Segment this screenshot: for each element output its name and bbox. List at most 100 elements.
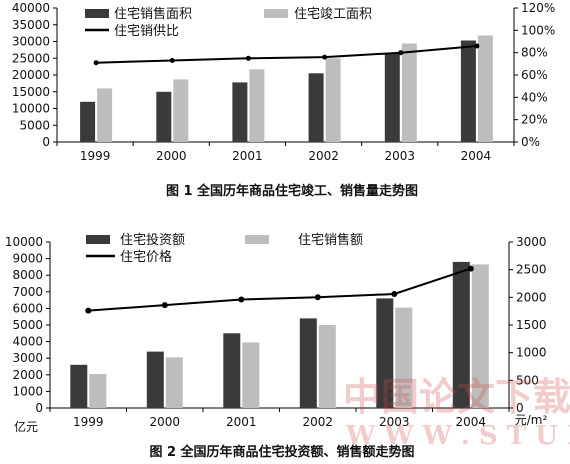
bar-b-2004 <box>471 264 489 408</box>
right-tick-label: 60% <box>521 68 548 82</box>
left-tick-label: 25000 <box>12 51 50 65</box>
right-tick-label: 100% <box>521 23 555 37</box>
line-point-2000 <box>169 58 175 63</box>
right-tick-label: 0 <box>516 401 524 415</box>
bar-a-2004 <box>460 40 476 142</box>
legend-label-completed-area: 住宅竣工面积 <box>294 7 372 22</box>
line-point-2000 <box>161 302 168 309</box>
bar-b-2000 <box>173 79 189 142</box>
bar-a-1999 <box>70 364 88 408</box>
left-tick-label: 30000 <box>12 35 50 49</box>
legend-swatch-sales-area <box>85 9 109 18</box>
legend-label-sales-amount: 住宅销售额 <box>298 232 363 248</box>
chart-2-category-labels: 1999 2000 2001 2002 2003 2004 <box>49 408 510 429</box>
chart-1-line-layer <box>93 43 480 66</box>
chart-1-caption: 图 1 全国历年商品住宅竣工、销售量走势图 <box>166 183 418 199</box>
right-tick-label: 2500 <box>516 263 547 277</box>
bar-b-2002 <box>318 325 336 408</box>
chart-1: 0 5000 10000 15000 20000 25000 30000 35000 40000… <box>12 1 556 199</box>
bar-a-2003 <box>376 298 394 408</box>
left-tick-label: 7000 <box>12 285 43 299</box>
right-tick-label: 500 <box>516 373 539 387</box>
category-label-2002: 2002 <box>308 149 339 163</box>
right-tick-label: 3000 <box>516 235 547 249</box>
left-tick-label: 15000 <box>12 85 50 99</box>
category-label-2001: 2001 <box>226 415 257 429</box>
left-tick-label: 35000 <box>12 18 50 32</box>
left-tick-label: 5000 <box>12 318 43 332</box>
right-tick-label: 1500 <box>516 318 547 332</box>
left-tick-label: 1000 <box>12 384 43 398</box>
category-label-2003: 2003 <box>385 149 416 163</box>
left-tick-label: 8000 <box>12 268 43 282</box>
legend-swatch-sales-amount <box>245 235 269 244</box>
category-label-2001: 2001 <box>232 149 263 163</box>
chart-1-legend: 住宅销售面积 住宅竣工面积 住宅销供比 <box>85 6 372 39</box>
right-tick-label: 40% <box>521 90 548 104</box>
right-tick-label: 2000 <box>516 290 547 304</box>
line-point-1999 <box>85 307 92 314</box>
left-tick-label: 20000 <box>12 68 50 82</box>
bar-a-2000 <box>146 351 164 408</box>
left-tick-label: 0 <box>35 401 43 415</box>
left-tick-label: 9000 <box>12 252 43 266</box>
left-tick-label: 4000 <box>12 335 43 349</box>
right-tick-label: 1000 <box>516 346 547 360</box>
chart-2-line-layer <box>85 265 474 314</box>
legend-label-ratio: 住宅销供比 <box>114 24 179 39</box>
chart-1-bars <box>80 35 493 143</box>
bar-b-2001 <box>249 69 265 142</box>
line-point-2001 <box>245 55 251 61</box>
chart-2-left-ticks: 0 1000 2000 3000 4000 5000 6000 7000 8000 9000 100… <box>5 235 50 415</box>
legend-swatch-investment <box>86 235 110 244</box>
bar-b-2003 <box>395 307 413 408</box>
category-label-2002: 2002 <box>303 415 334 429</box>
right-tick-label: 0% <box>521 135 540 149</box>
line-point-2004 <box>474 43 480 49</box>
line-point-2004 <box>467 265 474 272</box>
left-tick-label: 10000 <box>12 102 50 116</box>
bar-a-2000 <box>156 91 172 143</box>
bar-b-2000 <box>165 357 183 408</box>
line-point-2003 <box>391 291 398 297</box>
bar-b-2003 <box>401 43 417 142</box>
left-tick-label: 6000 <box>12 301 43 315</box>
line-point-2003 <box>398 50 404 56</box>
watermark: 中国论文下载 W W W . S T U D A . <box>343 374 570 451</box>
bar-a-2002 <box>299 318 317 408</box>
category-label-2000: 2000 <box>150 415 181 429</box>
category-label-2004: 2004 <box>461 149 492 163</box>
chart-1-category-labels: 1999 2000 2001 2002 2003 2004 <box>56 142 515 163</box>
legend-label-investment: 住宅投资额 <box>120 232 185 248</box>
right-axis-unit: 元/m² <box>515 413 548 427</box>
category-label-2003: 2003 <box>379 415 410 429</box>
left-axis-unit: 亿元 <box>14 419 38 434</box>
chart-1-left-ticks: 0 5000 10000 15000 20000 25000 30000 35000 40000 <box>12 1 57 149</box>
chart-2-legend: 住宅投资额 住宅销售额 住宅价格 <box>86 232 363 265</box>
bar-a-2002 <box>308 73 324 142</box>
bar-b-2002 <box>325 58 341 143</box>
watermark-cn: 中国论文下载 <box>343 374 570 419</box>
chart-2-right-ticks: 0 500 1000 1500 2000 2500 3000 <box>509 235 547 415</box>
legend-swatch-completed-area <box>264 9 288 18</box>
chart-2: 0100020003000400050006000700080009000100… <box>5 232 548 460</box>
bar-a-1999 <box>80 101 96 142</box>
series-line <box>96 45 477 64</box>
category-label-2000: 2000 <box>156 149 187 163</box>
left-tick-label: 2000 <box>12 368 43 382</box>
chart-2-caption: 图 2 全国历年商品住宅投资额、销售额走势图 <box>149 444 414 460</box>
category-label-1999: 1999 <box>73 415 104 429</box>
series-line <box>88 267 472 312</box>
right-tick-label: 120% <box>521 1 555 15</box>
chart-1-right-ticks: 0% 20% 40% 60% 80% 100% 120% <box>514 1 555 149</box>
bar-a-2004 <box>452 261 470 408</box>
line-point-2002 <box>322 54 328 60</box>
line-point-1999 <box>93 60 99 66</box>
bar-a-2001 <box>232 82 248 142</box>
left-tick-label: 0 <box>42 135 50 149</box>
left-tick-label: 3000 <box>12 351 43 365</box>
bar-b-1999 <box>97 88 113 142</box>
line-point-2001 <box>238 296 245 303</box>
category-label-2004: 2004 <box>456 415 487 429</box>
